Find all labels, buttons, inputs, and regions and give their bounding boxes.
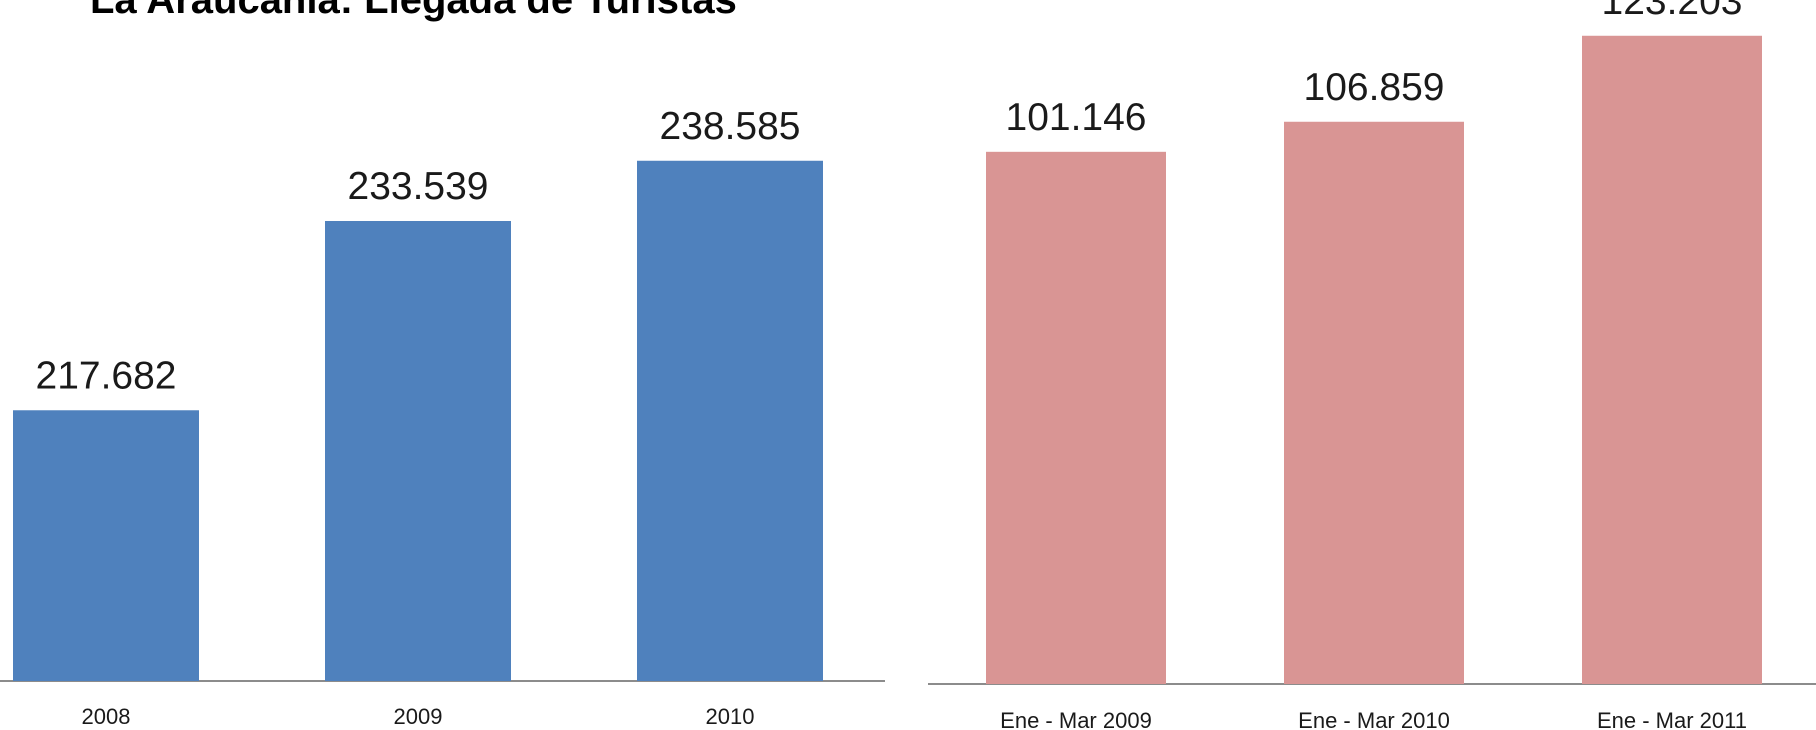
left-x-tick-label: 2009 <box>394 704 443 729</box>
right-bar-ene-mar-2009 <box>986 151 1166 685</box>
right-x-tick-label: Ene - Mar 2011 <box>1597 708 1747 730</box>
left-bar-chart: 217.682 2008 233.539 2009 238.585 2010 <box>13 105 823 729</box>
right-x-tick-label: Ene - Mar 2010 <box>1298 708 1450 730</box>
right-data-label: 123.203 <box>1602 0 1743 23</box>
right-bar-ene-mar-2011 <box>1582 35 1762 684</box>
right-data-label: 101.146 <box>1006 96 1147 139</box>
left-data-label: 233.539 <box>348 165 489 208</box>
left-bar-2009 <box>325 220 511 681</box>
right-x-tick-label: Ene - Mar 2009 <box>1000 708 1152 730</box>
right-data-label: 106.859 <box>1304 66 1445 109</box>
left-bar-2008 <box>13 410 199 681</box>
right-bar-chart: 101.146 Ene - Mar 2009 106.859 Ene - Mar 20… <box>986 0 1762 730</box>
page-title: La Araucanía: Llegada de Turistas <box>90 0 737 22</box>
left-x-tick-label: 2010 <box>706 704 755 729</box>
left-data-label: 217.682 <box>36 354 177 397</box>
left-data-label: 238.585 <box>660 105 801 148</box>
left-x-tick-label: 2008 <box>82 704 131 729</box>
left-bar-2010 <box>637 160 823 681</box>
right-bar-ene-mar-2010 <box>1284 121 1464 684</box>
